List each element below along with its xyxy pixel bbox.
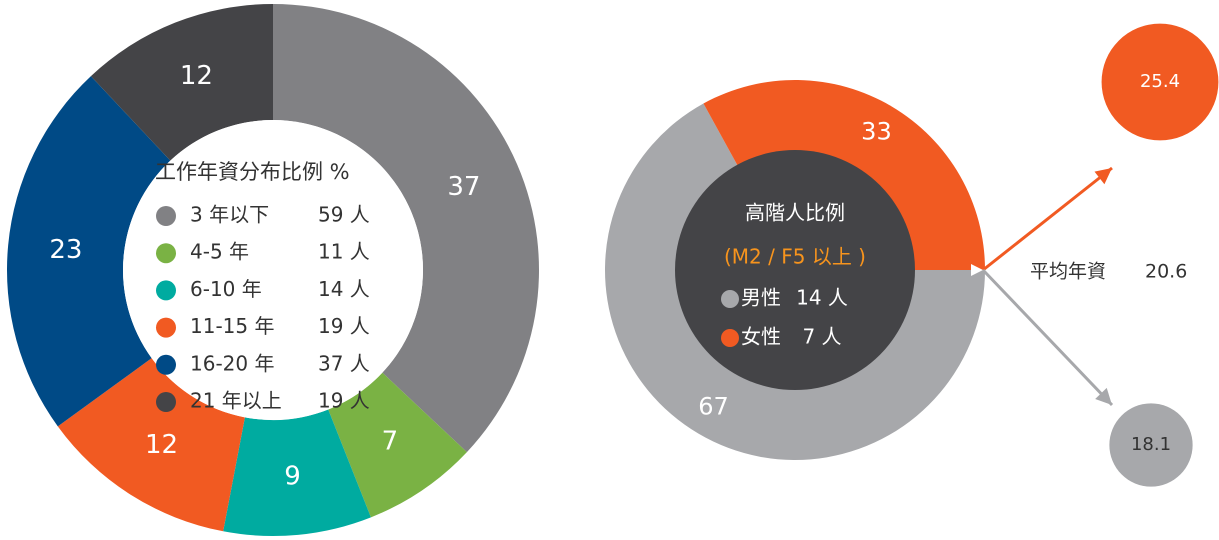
legend-count: 11 人	[318, 240, 370, 264]
legend-label: 男性	[741, 286, 781, 310]
donut-hole	[123, 120, 423, 420]
legend-title: 工作年資分布比例 %	[155, 160, 350, 184]
data-label: 7	[382, 427, 399, 457]
data-label: 37	[447, 172, 480, 202]
legend-count: 14 人	[796, 286, 848, 310]
legend-count: 59 人	[318, 203, 370, 227]
bubble	[1101, 23, 1219, 141]
legend-label: 4-5 年	[190, 240, 249, 264]
legend-swatch	[156, 317, 176, 338]
legend-swatch	[156, 243, 176, 264]
donut-segment	[90, 4, 274, 161]
donut-segment	[7, 76, 171, 427]
arrow-head	[1095, 387, 1112, 405]
legend-label: 21 年以上	[190, 389, 282, 413]
bubble	[1109, 403, 1193, 487]
arrow-line	[981, 268, 1114, 407]
bubble-label: 18.1	[1131, 434, 1171, 455]
legend-count: 37 人	[318, 351, 370, 375]
legend-label: 女性	[741, 325, 781, 349]
data-label: 33	[861, 117, 892, 145]
donut-segment	[57, 358, 245, 532]
legend-swatch	[156, 392, 176, 412]
data-label: 12	[145, 430, 178, 460]
legend-swatch	[156, 280, 176, 301]
arrow-line	[982, 166, 1113, 272]
center-subtitle: (M2 / F5 以上 )	[724, 245, 866, 269]
data-label: 9	[284, 462, 301, 492]
legend-swatch	[156, 206, 176, 226]
bubble-label: 25.4	[1140, 71, 1180, 92]
legend-count: 19 人	[318, 389, 370, 413]
legend-label: 6-10 年	[190, 277, 262, 301]
donut-hole	[675, 150, 915, 390]
legend-count: 7 人	[802, 325, 841, 349]
donut-segment	[328, 372, 467, 518]
data-label: 23	[49, 235, 82, 265]
data-label: 12	[180, 61, 213, 91]
average-value: 20.6	[1145, 261, 1187, 283]
legend-label: 3 年以下	[190, 203, 269, 227]
legend-label: 16-20 年	[190, 351, 274, 375]
legend-swatch	[721, 290, 739, 308]
donut-segment	[223, 409, 371, 536]
data-label: 67	[698, 393, 729, 421]
donut-segment	[273, 4, 539, 453]
junction-marker	[971, 264, 983, 276]
legend-count: 19 人	[318, 314, 370, 338]
legend-count: 14 人	[318, 277, 370, 301]
center-title: 高階人比例	[745, 201, 845, 225]
average-title: 平均年資	[1030, 261, 1106, 283]
legend-swatch	[721, 329, 739, 347]
legend-label: 11-15 年	[190, 314, 274, 338]
legend-swatch	[156, 354, 176, 375]
arrow-head	[1094, 168, 1112, 185]
